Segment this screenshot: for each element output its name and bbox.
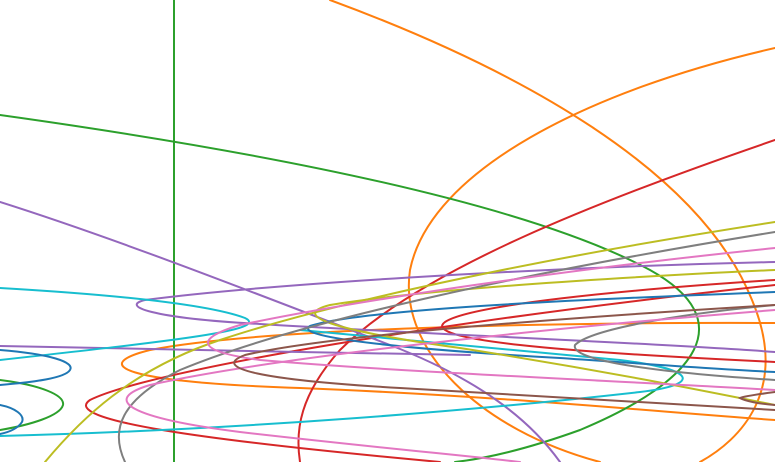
brown-ellipse — [233, 304, 775, 411]
orange-outer-curve — [329, 0, 767, 462]
red-low-ellipse — [84, 284, 775, 462]
orange-inner-ellipse — [407, 47, 775, 462]
olive-large-ellipse — [44, 221, 775, 462]
blue-ellipse — [307, 291, 775, 373]
green-small-ellipse — [0, 379, 65, 431]
olive-flat-line — [314, 269, 775, 406]
purple-flat-ellipse — [135, 261, 775, 353]
pink-lower-ellipse — [125, 309, 775, 462]
cyan-upper-ellipse — [0, 287, 251, 361]
green-large-ellipse — [0, 114, 700, 462]
gray-large-ellipse — [117, 231, 775, 462]
red-mid-ellipse — [441, 279, 775, 363]
pink-upper-line — [207, 247, 775, 391]
blue-small-ellipse — [0, 349, 72, 386]
gray-right-ellipse — [573, 304, 775, 381]
cyan-lower-line — [0, 329, 684, 437]
brown-lower-line — [737, 391, 775, 406]
purple-diagonal-line — [0, 201, 561, 462]
blue-tiny-ellipse — [0, 404, 24, 435]
